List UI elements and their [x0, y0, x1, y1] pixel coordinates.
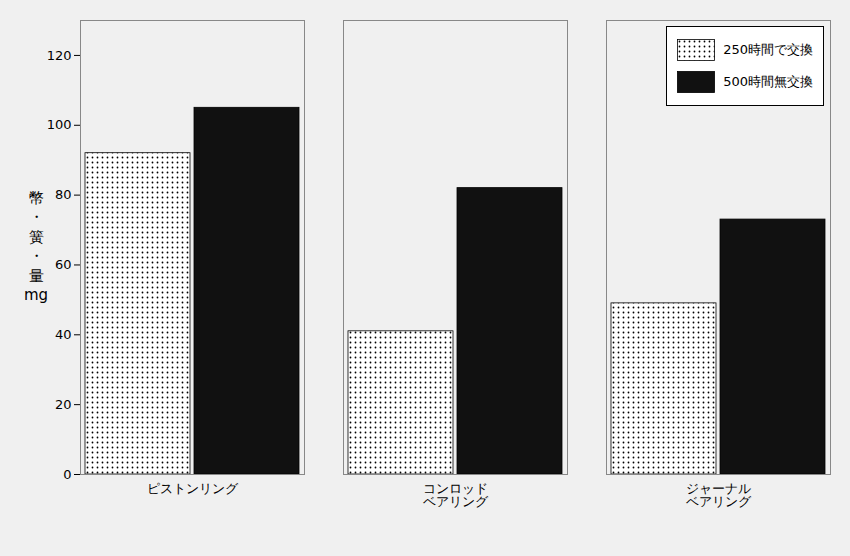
svg-text:60: 60: [55, 257, 72, 272]
html-text:500時間無交換: 500時間無交換: [723, 74, 813, 89]
svg-text:80: 80: [55, 187, 72, 202]
svg-text:20: 20: [55, 397, 72, 412]
html-text:250時間で交換: 250時間で交換: [723, 42, 813, 57]
svg-text:40: 40: [55, 327, 72, 342]
svg-text:コンロッドベアリング: コンロッドベアリング: [423, 481, 489, 509]
svg-text:100: 100: [47, 117, 72, 132]
html-text:幣 ・ 簧 ・ 量 mg: 幣 ・ 簧 ・ 量 mg: [23, 188, 49, 304]
svg-text:120: 120: [47, 48, 72, 63]
svg-text:0: 0: [63, 467, 71, 482]
svg-text:ピストンリング: ピストンリング: [147, 481, 239, 496]
svg-text:ジャーナルベアリング: ジャーナルベアリング: [686, 481, 752, 509]
